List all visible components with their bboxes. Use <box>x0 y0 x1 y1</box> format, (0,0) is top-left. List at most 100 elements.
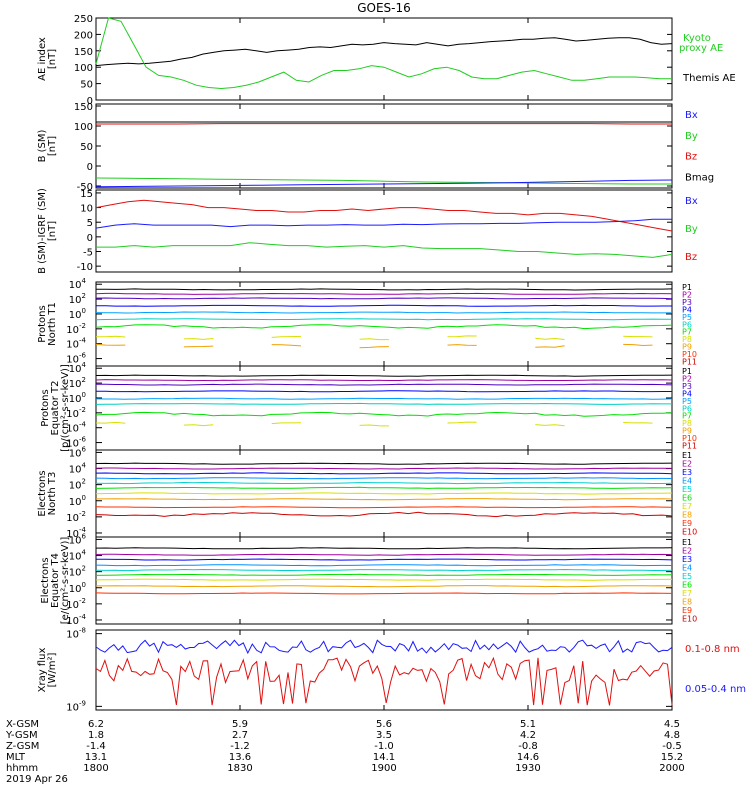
en-series-e9 <box>95 506 673 509</box>
pe-legend-p10: P10 <box>682 434 697 443</box>
en-ylabel: Electrons <box>37 470 48 516</box>
pe-ylabel: Equator T2 <box>50 381 61 436</box>
dbsm-legend-by: By <box>685 224 698 235</box>
bsm-ytick-label: 100 <box>74 122 93 133</box>
pe-ylabel: [p/(cm²-s-sr-keV)] <box>60 364 71 452</box>
xray-ylabel: [W/m²] <box>47 652 58 687</box>
ee-ytick-label: 106 <box>69 532 87 546</box>
legend-kyoto: Kyoto <box>683 33 711 44</box>
ee-legend-e2: E2 <box>682 547 692 556</box>
ae-ytick-label: 200 <box>74 30 93 41</box>
dbsm-ytick-label: -10 <box>77 262 93 273</box>
en-ytick-label: 10-2 <box>66 510 86 524</box>
ae-series-kyoto-proxy-ae <box>95 17 672 90</box>
xray-series-0.05-0.4nm <box>95 639 673 655</box>
axis-value-hhmm: 1830 <box>227 763 252 774</box>
ee-series-e7 <box>95 578 673 581</box>
bsm-ytick-label: 50 <box>80 142 93 153</box>
bsm-legend-bz: Bz <box>685 152 697 163</box>
axis-value-x_gsm: 5.1 <box>520 719 536 730</box>
pe-series-p8 <box>535 424 565 427</box>
pe-ytick-label: 104 <box>69 361 87 375</box>
axis-value-hhmm: 2000 <box>659 763 684 774</box>
ae-ytick-label: 50 <box>80 80 93 91</box>
ee-series-e9 <box>95 592 673 595</box>
bsm-ytick-label: 150 <box>74 102 93 113</box>
en-legend-e8: E8 <box>682 511 692 520</box>
ee-legend-e9: E9 <box>682 606 692 615</box>
en-legend-e10: E10 <box>682 528 697 537</box>
axis-value-x_gsm: 4.5 <box>664 719 680 730</box>
pn-series-p8 <box>623 335 653 338</box>
pn-series-p9 <box>95 343 126 346</box>
pe-series-p5 <box>95 397 673 400</box>
ee-legend-e7: E7 <box>682 589 692 598</box>
axis-value-z_gsm: -0.5 <box>662 741 682 752</box>
pn-ytick-label: 100 <box>69 307 86 321</box>
pe-series-p2 <box>95 379 673 382</box>
xray-legend-long: 0.1-0.8 nm <box>685 644 740 655</box>
pe-series-p4 <box>95 390 672 393</box>
en-legend-e5: E5 <box>682 485 692 494</box>
pn-series-p8 <box>359 338 389 341</box>
en-series-e2 <box>95 467 673 470</box>
axis-value-mlt: 14.6 <box>517 752 539 763</box>
axis-value-mlt: 15.2 <box>661 752 683 763</box>
pn-series-p3 <box>95 297 673 300</box>
axis-row-label-x_gsm: X-GSM <box>6 719 39 730</box>
pn-series-p8 <box>535 337 565 340</box>
axis-row-label-hhmm: hhmm <box>6 763 38 774</box>
pe-legend-p9: P9 <box>682 427 692 436</box>
pn-series-p8 <box>96 335 126 338</box>
pe-series-p8 <box>183 424 214 427</box>
ae-series-themis-ae <box>95 37 673 67</box>
en-ytick-label: 106 <box>69 445 87 459</box>
axis-value-x_gsm: 5.9 <box>232 719 248 730</box>
pe-series-p1 <box>95 374 673 377</box>
pe-series-p8 <box>359 424 389 427</box>
pn-series-p9 <box>623 343 653 347</box>
pe-series-p8 <box>447 421 477 424</box>
en-series-e3 <box>95 472 673 475</box>
pn-series-p9 <box>183 345 214 348</box>
ee-legend-e8: E8 <box>682 598 692 607</box>
dbsm-series-bx <box>95 218 672 229</box>
ee-ytick-label: 102 <box>69 565 86 579</box>
legend-themis: Themis AE <box>682 73 736 84</box>
pn-legend-p3: P3 <box>682 298 692 307</box>
bsm-legend-bx: Bx <box>685 110 698 121</box>
pn-series-p9 <box>359 346 389 349</box>
ee-series-e2 <box>95 553 673 556</box>
ee-legend-e3: E3 <box>682 555 692 564</box>
bsm-legend-by: By <box>685 131 698 142</box>
axis-value-y_gsm: 2.7 <box>232 730 248 741</box>
xray-legend-short: 0.05-0.4 nm <box>685 684 746 695</box>
ee-series-e3 <box>96 558 673 561</box>
pn-ylabel: North T1 <box>47 302 58 346</box>
ee-ylabel: Equator T4 <box>50 553 61 608</box>
pe-legend-p2: P2 <box>682 374 692 383</box>
pn-ytick-label: 10-2 <box>66 322 86 336</box>
pn-ytick-label: 102 <box>69 292 86 306</box>
en-series-e10 <box>95 511 673 518</box>
axis-row-label-mlt: MLT <box>6 752 26 763</box>
dbsm-series-by <box>96 242 673 258</box>
axis-value-hhmm: 1900 <box>371 763 396 774</box>
axis-row-label-y_gsm: Y-GSM <box>5 730 38 741</box>
en-ytick-label: 100 <box>69 494 86 508</box>
bsm-legend-bmag: Bmag <box>685 173 714 184</box>
pn-ytick-label: 104 <box>69 277 87 291</box>
ee-series-e4 <box>95 564 673 567</box>
axis-value-z_gsm: -0.8 <box>518 741 538 752</box>
bsm-ylabel: [nT] <box>47 136 58 156</box>
pn-legend-p10: P10 <box>682 350 697 359</box>
bsm-series-bx <box>95 179 673 188</box>
ae-ylabel: AE index <box>37 37 48 81</box>
xray-frame <box>95 629 673 711</box>
en-series-e7 <box>95 492 673 495</box>
axis-value-y_gsm: 4.2 <box>520 730 536 741</box>
en-legend-e7: E7 <box>682 502 692 511</box>
dbsm-ylabel: [nT] <box>47 221 58 241</box>
axis-value-x_gsm: 6.2 <box>88 719 104 730</box>
